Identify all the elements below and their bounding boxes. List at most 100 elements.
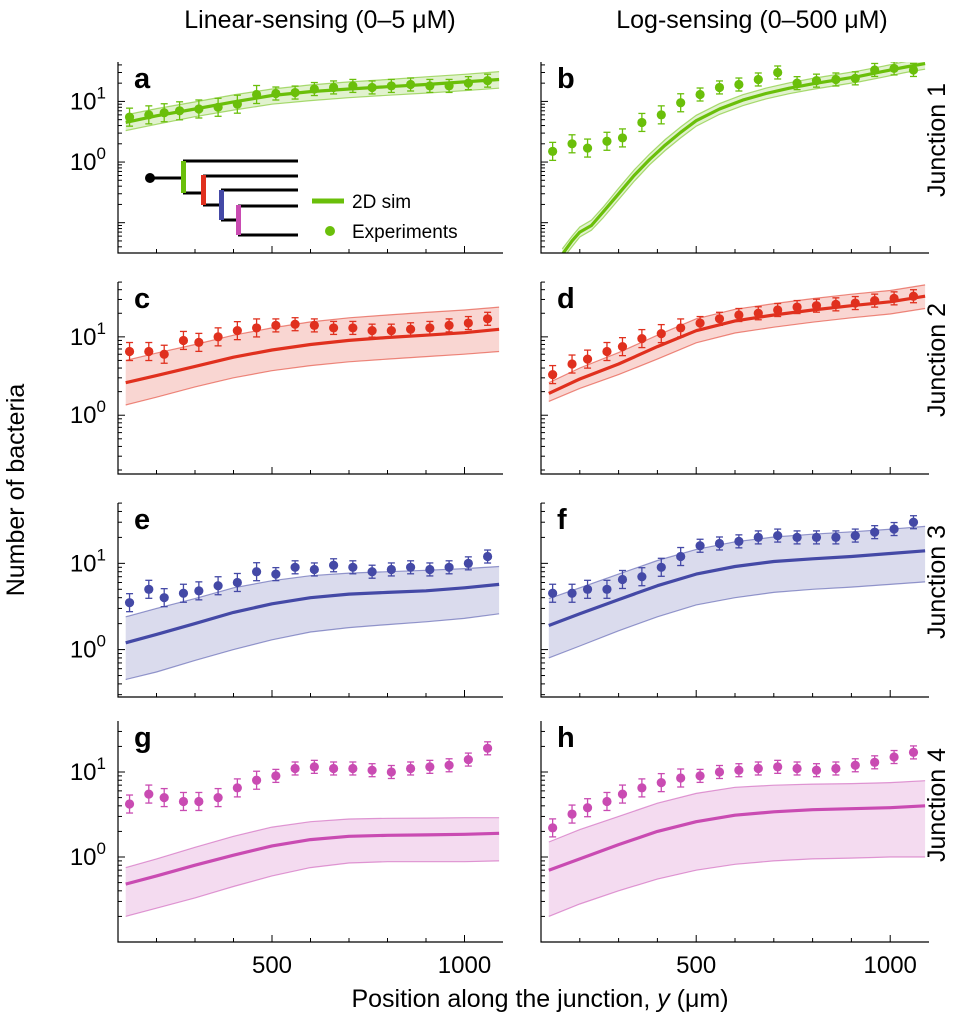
panel-d-exp-point bbox=[792, 302, 802, 312]
panel-g-y-tick-label: 101 bbox=[70, 754, 106, 786]
panel-a-y-tick-label: 101 bbox=[70, 83, 106, 115]
panel-g-exp-point bbox=[444, 760, 454, 770]
panel-h-exp-point bbox=[734, 765, 744, 775]
panel-b-exp-point bbox=[831, 74, 841, 85]
panel-h-x-tick-label: 500 bbox=[676, 952, 716, 979]
panel-c-exp-point bbox=[463, 318, 473, 328]
panel-b-exp-point bbox=[792, 78, 802, 88]
panel-c-band-lower-edge bbox=[125, 350, 500, 406]
panel-c-exp-point bbox=[252, 323, 262, 333]
x-axis-title-suffix: (μm) bbox=[670, 985, 729, 1013]
panel-h-sim-line bbox=[548, 804, 926, 872]
panel-e-exp-point bbox=[290, 562, 300, 572]
panel-e-exp-point bbox=[483, 551, 493, 562]
panel-e-exp-point bbox=[144, 584, 154, 594]
panel-b-exp-point bbox=[753, 74, 763, 85]
panel-c-exp-point bbox=[271, 320, 281, 331]
panel-f-exp-point bbox=[908, 517, 919, 527]
panel-a-exp-point bbox=[194, 104, 204, 114]
row-title-junction-3: Junction 3 bbox=[923, 525, 951, 639]
junction-3-marker bbox=[219, 190, 224, 220]
panel-a-exp-point bbox=[252, 89, 262, 100]
panel-b-sim-line bbox=[561, 62, 926, 253]
panel-b-exp-point bbox=[850, 73, 860, 83]
tree-legend-inset: 2D sim Experiments bbox=[145, 159, 458, 243]
legend-exp-label: Experiments bbox=[352, 222, 458, 243]
y-tick-base: 10 bbox=[70, 402, 97, 429]
panel-c-exp-point bbox=[309, 320, 319, 331]
panel-d-exp-point bbox=[602, 346, 612, 357]
panel-e-exp-point bbox=[194, 586, 204, 596]
panel-g-band-lower-edge bbox=[125, 860, 500, 917]
panel-b-exp-point bbox=[676, 98, 686, 108]
panel-e-exp-point bbox=[329, 560, 339, 570]
panel-g-exp-point bbox=[159, 792, 169, 803]
panel-b-band-lower-edge bbox=[566, 68, 926, 253]
panel-c-exp-point bbox=[386, 326, 396, 336]
panel-h-exp-point bbox=[889, 752, 899, 762]
panel-f-exp-point bbox=[548, 588, 558, 598]
panel-h-exp-point bbox=[617, 789, 628, 799]
panel-g-exp-point bbox=[194, 796, 204, 807]
panel-d-letter: d bbox=[557, 283, 575, 315]
panel-a-exp-point bbox=[144, 110, 154, 120]
panel-d-exp-point bbox=[582, 354, 593, 364]
panel-b-exp-point bbox=[908, 65, 919, 75]
panel-a-exp-point bbox=[406, 79, 416, 90]
panel-d-exp-point bbox=[773, 305, 783, 315]
panel-f-sim-line bbox=[548, 549, 926, 627]
panel-e-letter: e bbox=[134, 504, 150, 536]
y-tick-exponent: 1 bbox=[97, 319, 106, 338]
panel-c-exp-point bbox=[483, 314, 493, 324]
panel-g-exp-point bbox=[386, 767, 396, 777]
y-tick-base: 10 bbox=[70, 637, 97, 664]
panel-a-plot-area bbox=[124, 71, 500, 132]
panel-c-exp-point bbox=[124, 346, 135, 357]
panel-c-sim-band bbox=[125, 307, 500, 405]
panel-d-band-lower-edge bbox=[548, 307, 926, 402]
panel-f-band-lower-edge bbox=[548, 581, 926, 659]
panel-g-exp-point bbox=[144, 789, 154, 799]
panel-g-exp-point bbox=[290, 763, 300, 774]
column-title-log: Log-sensing (0–500 μM) bbox=[616, 6, 888, 34]
panel-b-exp-point bbox=[548, 146, 558, 156]
panel-b-exp-point bbox=[567, 139, 577, 149]
panel-f-exp-point bbox=[656, 562, 666, 572]
panel-b-sim-band bbox=[562, 62, 926, 253]
panel-b-letter: b bbox=[557, 63, 575, 95]
y-tick-exponent: 0 bbox=[97, 144, 106, 163]
panel-b-plot-area bbox=[548, 62, 926, 253]
panel-e-exp-point bbox=[159, 593, 169, 603]
panel-d-exp-point bbox=[617, 342, 628, 352]
panel-g-exp-point bbox=[463, 754, 473, 765]
panel-c-exp-point bbox=[144, 346, 154, 357]
panel-g-exp-point bbox=[232, 783, 242, 793]
panel-g-exp-point bbox=[309, 762, 319, 772]
panel-a-exp-point bbox=[483, 76, 493, 86]
panel-b-exp-point bbox=[695, 89, 705, 100]
panel-h-sim-band bbox=[548, 780, 926, 917]
panel-f-exp-point bbox=[773, 530, 783, 541]
panel-h-band-upper-edge bbox=[548, 780, 926, 843]
panel-e-plot-area bbox=[124, 549, 500, 681]
panel-c-exp-point bbox=[367, 326, 377, 336]
panel-d-exp-point bbox=[753, 308, 763, 318]
panel-g-band-upper-edge bbox=[125, 817, 500, 869]
panel-h-plot-area bbox=[548, 745, 926, 917]
panel-d-sim-line bbox=[548, 294, 926, 395]
y-tick-base: 10 bbox=[70, 149, 97, 176]
panel-b-exp-point bbox=[602, 136, 612, 146]
panel-a-exp-point bbox=[124, 112, 135, 122]
panel-g-plot-area bbox=[124, 741, 500, 917]
y-tick-exponent: 1 bbox=[97, 545, 106, 564]
panel-e-exp-point bbox=[348, 562, 358, 572]
panel-h-exp-point bbox=[548, 823, 558, 833]
panel-e-exp-point bbox=[252, 567, 262, 577]
panel-b-exp-point bbox=[734, 79, 744, 90]
panel-d-exp-point bbox=[889, 293, 899, 303]
panel-e-exp-point bbox=[178, 588, 189, 598]
panel-f-exp-point bbox=[870, 527, 880, 537]
panel-h-exp-point bbox=[831, 763, 841, 774]
